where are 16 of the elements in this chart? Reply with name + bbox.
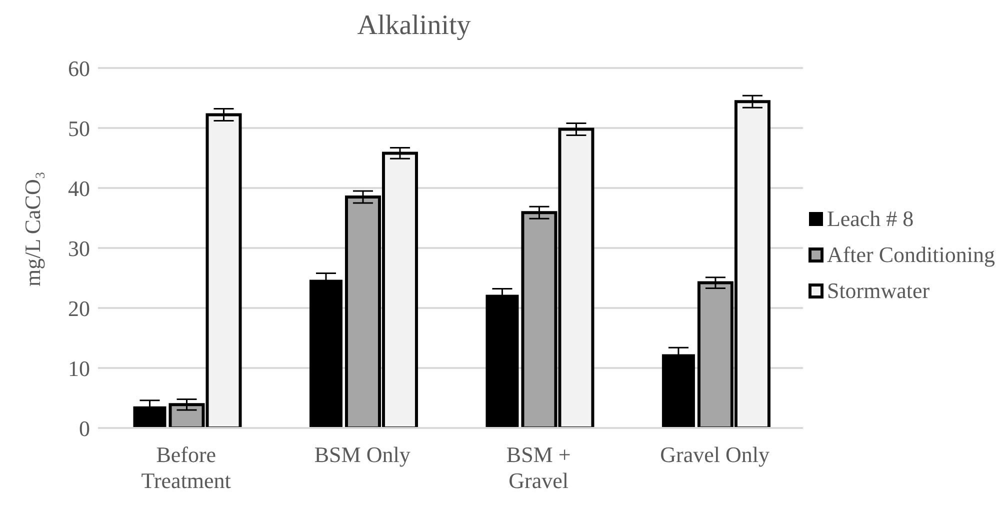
legend-label: Stormwater xyxy=(826,276,930,304)
y-tick-label: 20 xyxy=(68,296,90,321)
y-tick-label: 40 xyxy=(68,176,90,201)
legend-label: Leach # 8 xyxy=(826,204,914,232)
y-tick-label: 30 xyxy=(68,236,90,261)
y-axis-title: mg/L CaCO₃ xyxy=(20,171,45,287)
x-tick-label: Gravel Only xyxy=(660,442,770,467)
x-tick-label: BSM Only xyxy=(314,442,410,467)
y-tick-label: 60 xyxy=(68,56,90,81)
x-tick-label: Before Treatment xyxy=(141,442,231,493)
y-tick-label: 10 xyxy=(68,356,90,381)
x-tick-label: BSM + Gravel xyxy=(506,442,571,493)
legend-label: After Conditioning xyxy=(826,240,995,269)
y-tick-label: 0 xyxy=(79,416,90,441)
chart-title: Alkalinity xyxy=(356,10,472,42)
y-tick-label: 50 xyxy=(68,116,90,141)
